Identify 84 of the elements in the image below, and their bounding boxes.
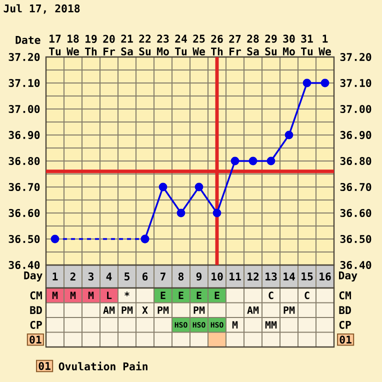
text: E (214, 292, 220, 300)
text: M (88, 292, 94, 300)
y-tick-label: 36.60 (8, 208, 40, 218)
y-tick-label: 36.50 (8, 234, 40, 244)
x2-tick-label: 18 We (66, 34, 79, 56)
text: C (304, 292, 310, 300)
text: MM (265, 321, 277, 329)
y-tick-label: 36.40 (8, 260, 40, 270)
x-tick-label: 11 (230, 272, 241, 280)
x2-tick-label: 29 Su (265, 34, 277, 56)
text: X (142, 306, 148, 314)
y-tick-label: 36.90 (8, 130, 40, 140)
x-axis-title: Day (24, 272, 42, 282)
text: PM (194, 306, 205, 314)
category-label: CM (30, 291, 42, 300)
x2-tick-label: 27 Fr (229, 34, 241, 56)
y2-tick-label: 37.20 (340, 52, 372, 62)
text: M (232, 321, 238, 329)
x2-tick-label: 28 Sa (247, 34, 259, 56)
text: C (268, 292, 274, 300)
y2-tick-label: 36.40 (340, 260, 372, 270)
text: * (124, 292, 130, 296)
x2-tick-label: 30 Mo (283, 34, 295, 56)
x-tick-label: 1 (52, 272, 58, 280)
x-tick-label: 6 (142, 272, 148, 281)
category-label: BD (30, 306, 42, 314)
category-label: CM (339, 291, 352, 300)
x-tick-label: 13 (266, 272, 277, 281)
x2-tick-label: 17 Tu (49, 34, 61, 56)
category-label: CP (30, 320, 42, 329)
text: 01 (38, 362, 50, 370)
text: L (107, 292, 112, 300)
category-label: BD (339, 306, 351, 314)
text: Day (338, 272, 358, 282)
x2-tick-label: 31 Tu (301, 34, 313, 56)
x2-tick-label: 1 We (318, 34, 331, 56)
text: PM (158, 306, 169, 314)
x2-tick-label: 20 Fr (103, 34, 115, 56)
y2-tick-label: 36.70 (340, 182, 372, 192)
text: PM (122, 306, 133, 314)
y2-tick-label: 36.80 (340, 156, 372, 166)
x-tick-label: 9 (196, 272, 202, 281)
x2-tick-label: 24 Tu (175, 34, 187, 56)
x-tick-label: 15 (302, 272, 313, 280)
category-label: 01 (30, 336, 42, 344)
x2-tick-label: 26 Th (211, 34, 223, 56)
y2-tick-label: 37.10 (340, 78, 372, 88)
x-tick-label: 2 (70, 272, 76, 280)
y2-tick-label: 36.90 (340, 130, 372, 140)
y-tick-label: 37.20 (8, 52, 40, 62)
y-tick-label: 37.10 (8, 78, 40, 88)
text: Ovulation Pain (58, 362, 148, 370)
chart-title: Jul 17, 2018 (4, 4, 80, 14)
text: E (196, 292, 202, 300)
x-tick-label: 4 (106, 272, 112, 280)
text: M (52, 292, 58, 300)
x2-tick-label: 22 Su (139, 34, 151, 56)
category-label: 01 (340, 336, 352, 344)
text: AM (247, 306, 259, 314)
y-tick-label: 37.00 (8, 104, 40, 114)
x2-axis-title: Date (16, 36, 40, 44)
text: E (178, 292, 184, 300)
y2-tick-label: 36.60 (340, 208, 372, 218)
category-label: CP (339, 320, 352, 329)
y2-tick-label: 37.00 (340, 104, 372, 114)
x2-tick-label: 19 Th (85, 34, 97, 56)
y-tick-label: 36.70 (8, 182, 40, 192)
text: AM (103, 306, 115, 314)
x-tick-label: 16 (320, 272, 331, 281)
x2-tick-label: 23 Mo (157, 34, 169, 56)
text: PM (284, 306, 295, 314)
x2-tick-label: 21 Sa (121, 34, 133, 56)
y2-tick-label: 36.50 (340, 234, 372, 244)
x-tick-label: 14 (284, 272, 295, 280)
x2-tick-label: 25 We (192, 34, 205, 56)
x-tick-label: 5 (124, 272, 130, 280)
x-tick-label: 12 (248, 272, 259, 280)
text: M (70, 292, 76, 300)
text: E (160, 292, 166, 300)
y-tick-label: 36.80 (8, 156, 40, 166)
x-tick-label: 8 (178, 272, 184, 281)
x-tick-label: 3 (88, 272, 94, 281)
x-tick-label: 7 (160, 272, 166, 280)
x-tick-label: 10 (212, 272, 223, 281)
